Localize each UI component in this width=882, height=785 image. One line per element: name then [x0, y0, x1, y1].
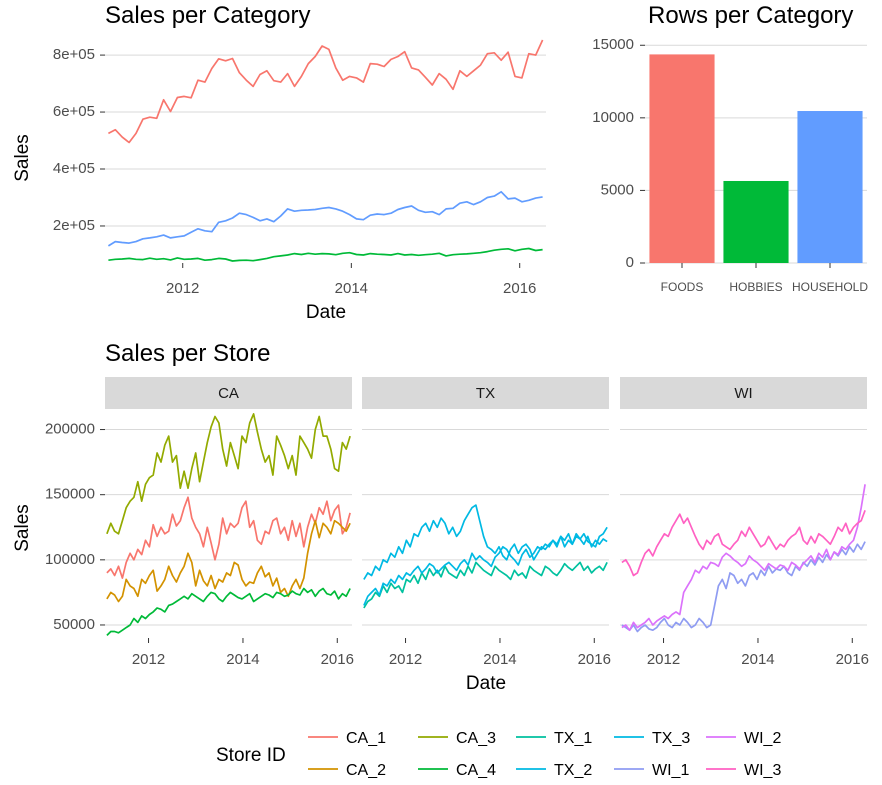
p3-x-tick-label: 2012 [132, 651, 165, 668]
series-line-household [107, 190, 543, 247]
legend: Store ID CA_1 CA_2 CA_3 CA_4 TX_1 TX_2 T… [216, 730, 781, 779]
legend-label: WI_1 [652, 762, 689, 779]
p1-x-tick-label: 2012 [166, 280, 199, 297]
p3-x-tick-label: 2012 [389, 651, 422, 668]
p3-x-axis-title: Date [466, 673, 506, 694]
p2-x-tick-label: HOBBIES [729, 280, 782, 294]
series-line-ca-2 [106, 519, 351, 603]
legend-label: WI_3 [744, 762, 781, 779]
legend-label: CA_1 [346, 730, 386, 747]
facet-ca: CA [105, 377, 352, 409]
series-line-tx-3 [363, 532, 608, 606]
p3-x-tick-label: 2014 [741, 651, 774, 668]
p2-y-axis: 0 5000 10000 15000 [592, 36, 634, 271]
p3-series-group [106, 413, 866, 637]
p3-x-tick-label: 2014 [226, 651, 259, 668]
series-line-ca-4 [106, 587, 351, 637]
p1-y-axis-title: Sales [12, 134, 33, 182]
p2-y-tick-label: 15000 [592, 36, 634, 53]
legend-label: TX_1 [554, 730, 592, 747]
legend-label: CA_4 [456, 762, 496, 779]
series-line-tx-1 [363, 561, 608, 609]
bar-household [797, 111, 863, 263]
legend-title: Store ID [216, 745, 286, 766]
facet-tx: TX [362, 377, 609, 409]
legend-items: CA_1 CA_2 CA_3 CA_4 TX_1 TX_2 TX_3 WI_1 … [308, 730, 781, 779]
p2-y-tick-label: 10000 [592, 109, 634, 126]
facet-label-tx: TX [476, 385, 495, 402]
legend-label: TX_2 [554, 762, 592, 779]
p1-x-tick-label: 2014 [335, 280, 368, 297]
p3-y-tick-label: 150000 [45, 486, 95, 503]
p1-x-axis-title: Date [306, 302, 346, 323]
p1-x-tick-label: 2016 [503, 280, 536, 297]
rows-per-category-chart: Rows per Category 0 5000 10000 15000 FOO… [592, 2, 868, 294]
p2-x-axis: FOODS HOBBIES HOUSEHOLD [661, 280, 869, 294]
facet-wi: WI [620, 377, 867, 409]
p1-y-tick-label: 4e+05 [53, 160, 95, 177]
p3-x-tick-label: 2016 [578, 651, 611, 668]
facet-label-ca: CA [218, 385, 239, 402]
p3-y-axis-title: Sales [12, 504, 33, 552]
p3-gridlines [100, 429, 867, 643]
p2-bars-group [649, 54, 863, 263]
facet-strip-tx [362, 377, 609, 409]
p2-x-tick-label: HOUSEHOLD [792, 280, 868, 294]
p3-y-axis: 50000 100000 150000 200000 [45, 421, 95, 633]
facet-strip-ca [105, 377, 352, 409]
facet-strip-wi [620, 377, 867, 409]
p3-x-tick-label: 2016 [321, 651, 354, 668]
legend-label: CA_3 [456, 730, 496, 747]
legend-label: CA_2 [346, 762, 386, 779]
p3-x-tick-label: 2012 [647, 651, 680, 668]
p1-series-group [107, 39, 544, 262]
bar-hobbies [723, 180, 789, 263]
series-line-tx-2 [363, 504, 608, 580]
p3-facets-group: CA TX WI [105, 377, 867, 409]
series-line-wi-1 [621, 541, 866, 633]
facet-label-wi: WI [734, 385, 752, 402]
p1-y-axis: 2e+05 4e+05 6e+05 8e+05 [53, 46, 95, 234]
bar-foods [649, 54, 715, 263]
p2-y-tick-label: 0 [626, 254, 634, 271]
p2-y-tick-label: 5000 [601, 181, 634, 198]
chart-title-sales-per-category: Sales per Category [105, 2, 310, 29]
p1-y-tick-label: 8e+05 [53, 46, 95, 63]
series-line-ca-3 [106, 413, 351, 535]
series-line-foods [107, 39, 544, 144]
series-line-wi-2 [621, 484, 866, 632]
chart-title-sales-per-store: Sales per Store [105, 340, 270, 367]
p1-gridlines [100, 54, 546, 268]
series-line-wi-3 [621, 510, 866, 577]
legend-label: WI_2 [744, 730, 781, 747]
series-line-ca-1 [106, 496, 351, 579]
p3-x-tick-label: 2014 [483, 651, 516, 668]
p1-x-axis: 2012 2014 2016 [166, 280, 536, 297]
p3-y-tick-label: 200000 [45, 421, 95, 438]
p1-y-tick-label: 2e+05 [53, 217, 95, 234]
p3-x-axis: 2012 2014 2016 2012 2014 2016 2012 2014 … [132, 651, 869, 668]
series-line-hobbies [108, 247, 543, 262]
p1-y-tick-label: 6e+05 [53, 103, 95, 120]
p3-y-tick-label: 50000 [53, 616, 95, 633]
p2-x-tick-label: FOODS [661, 280, 704, 294]
sales-per-category-chart: Sales per Category 2e+05 4e+05 6e+05 8e+… [12, 2, 546, 323]
p3-x-tick-label: 2016 [836, 651, 869, 668]
sales-per-store-chart: Sales per Store CA TX WI 50000 100000 15… [12, 340, 869, 779]
chart-title-rows-per-category: Rows per Category [648, 2, 853, 29]
legend-label: TX_3 [652, 730, 690, 747]
p3-y-tick-label: 100000 [45, 551, 95, 568]
